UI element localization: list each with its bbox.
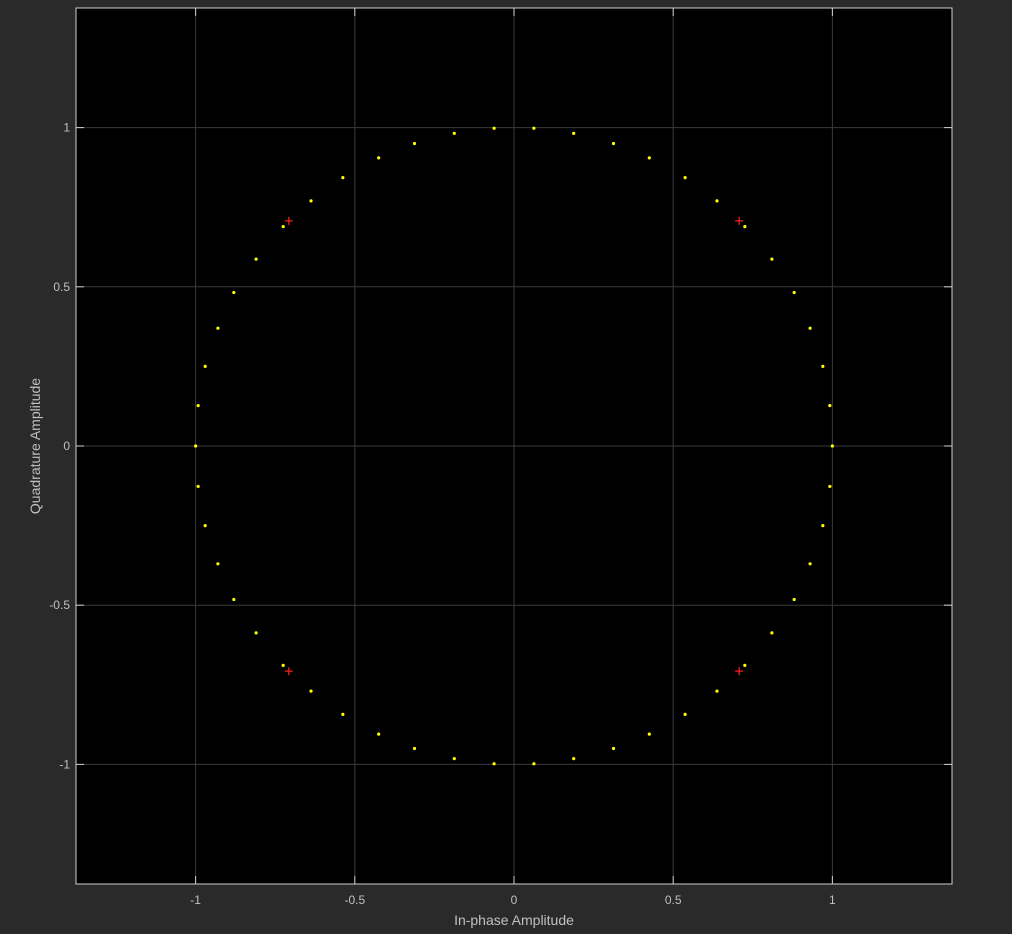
signal-point bbox=[532, 762, 536, 766]
signal-point bbox=[828, 484, 832, 489]
y-tick-label: -0.5 bbox=[49, 598, 70, 612]
signal-point bbox=[196, 403, 200, 408]
y-tick-label: 0.5 bbox=[53, 280, 70, 294]
signal-point bbox=[821, 523, 825, 528]
signal-point bbox=[743, 225, 747, 229]
signal-point bbox=[194, 444, 198, 448]
signal-point bbox=[341, 176, 345, 180]
signal-point bbox=[715, 199, 719, 203]
x-tick-label: 0 bbox=[511, 893, 518, 907]
signal-point bbox=[611, 141, 616, 146]
y-axis-label: Quadrature Amplitude bbox=[27, 378, 43, 514]
signal-point bbox=[254, 631, 258, 635]
signal-point bbox=[203, 364, 207, 369]
reference-point-marker bbox=[735, 667, 744, 676]
grid-lines bbox=[76, 8, 952, 884]
signal-point bbox=[412, 746, 417, 751]
x-tick-label: -1 bbox=[190, 893, 201, 907]
signal-point bbox=[377, 732, 381, 736]
signal-point bbox=[792, 290, 796, 295]
signal-point bbox=[743, 663, 747, 667]
y-tick-label: 1 bbox=[63, 121, 70, 135]
signal-point bbox=[232, 597, 236, 602]
signal-point bbox=[309, 199, 313, 203]
signal-point bbox=[341, 712, 345, 716]
y-tick-label: 0 bbox=[63, 439, 70, 453]
reference-point-marker bbox=[735, 216, 744, 225]
signal-point bbox=[532, 126, 536, 130]
signal-point bbox=[572, 131, 576, 135]
x-tick-label: 0.5 bbox=[665, 893, 682, 907]
signal-point bbox=[203, 523, 207, 528]
signal-point bbox=[492, 762, 496, 766]
x-tick-label: 1 bbox=[829, 893, 836, 907]
signal-point bbox=[196, 484, 200, 489]
signal-point bbox=[232, 290, 236, 295]
axis-ticks bbox=[76, 8, 952, 884]
reference-point-marker bbox=[284, 216, 293, 225]
signal-point bbox=[281, 225, 285, 229]
signal-point bbox=[808, 326, 812, 330]
x-axis-label: In-phase Amplitude bbox=[454, 912, 574, 928]
signal-point bbox=[254, 257, 258, 261]
data-series bbox=[194, 126, 834, 766]
signal-point bbox=[377, 156, 381, 160]
signal-point bbox=[792, 597, 796, 602]
signal-point bbox=[808, 562, 812, 566]
signal-point bbox=[216, 562, 220, 566]
signal-point bbox=[452, 131, 456, 135]
y-tick-label: -1 bbox=[59, 757, 70, 771]
signal-point bbox=[216, 326, 220, 330]
x-tick-labels: -1 -0.5 0 0.5 1 bbox=[190, 893, 836, 907]
signal-point bbox=[830, 444, 834, 448]
x-tick-label: -0.5 bbox=[344, 893, 365, 907]
signal-point bbox=[770, 257, 774, 261]
signal-point bbox=[647, 156, 651, 160]
signal-point bbox=[281, 663, 285, 667]
y-tick-labels: -1 -0.5 0 0.5 1 bbox=[49, 121, 70, 772]
signal-point bbox=[715, 689, 719, 693]
signal-point bbox=[492, 126, 496, 130]
reference-point-marker bbox=[284, 667, 293, 676]
signal-point bbox=[572, 757, 576, 761]
signal-point bbox=[412, 141, 417, 146]
signal-point bbox=[828, 403, 832, 408]
axes-frame bbox=[75, 7, 953, 885]
signal-point bbox=[683, 176, 687, 180]
signal-point bbox=[770, 631, 774, 635]
signal-point bbox=[452, 757, 456, 761]
signal-point bbox=[309, 689, 313, 693]
signal-point bbox=[611, 746, 616, 751]
signal-point bbox=[647, 732, 651, 736]
signal-point bbox=[821, 364, 825, 369]
signal-point bbox=[683, 712, 687, 716]
